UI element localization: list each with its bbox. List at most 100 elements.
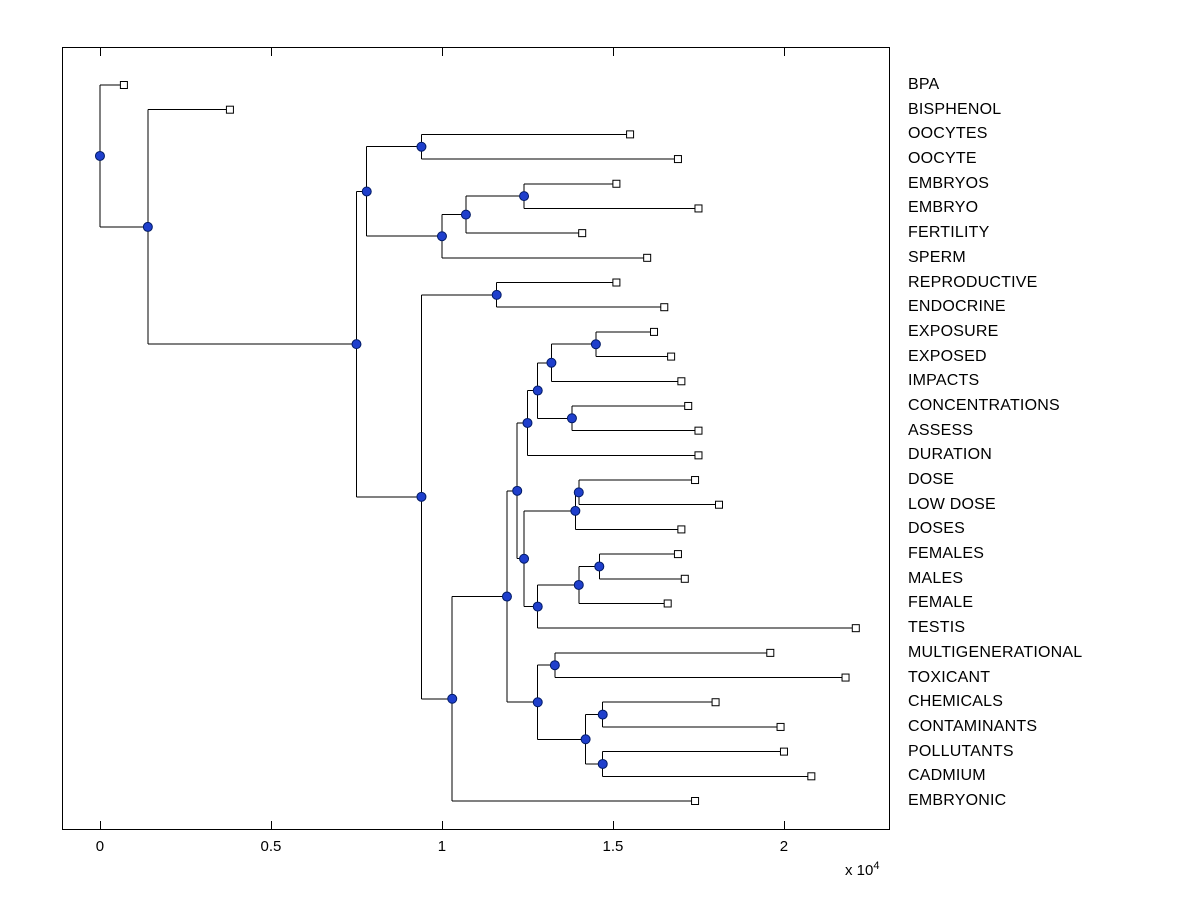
cluster-node-marker [361, 186, 372, 197]
leaf-marker [667, 352, 676, 361]
leaf-label: SPERM [908, 248, 966, 266]
cluster-node-marker [501, 591, 512, 602]
cluster-node-marker [549, 660, 560, 671]
scale-note-base: x 10 [845, 862, 874, 879]
leaf-label: ENDOCRINE [908, 298, 1006, 316]
cluster-node-marker [447, 693, 458, 704]
leaf-label: FEMALE [908, 594, 974, 612]
x-tick-label: 1.5 [602, 838, 624, 855]
leaf-marker [776, 722, 785, 731]
scale-note-exponent: 4 [873, 860, 880, 872]
leaf-marker [766, 648, 775, 657]
leaf-marker [841, 673, 850, 682]
leaf-label: CHEMICALS [908, 693, 1004, 711]
leaf-marker [680, 574, 689, 583]
x-tick-label: 1 [437, 838, 447, 855]
plot-area [62, 47, 890, 830]
cluster-node-marker [594, 561, 605, 572]
cluster-node-marker [512, 485, 523, 496]
leaf-marker [612, 179, 621, 188]
leaf-label: CONCENTRATIONS [908, 396, 1060, 414]
leaf-label: FERTILITY [908, 224, 990, 242]
leaf-marker [711, 698, 720, 707]
leaf-label: IMPACTS [908, 372, 980, 390]
x-tick-label: 0 [95, 838, 105, 855]
leaf-marker [578, 229, 587, 238]
cluster-node-marker [351, 339, 362, 350]
cluster-node-marker [566, 413, 577, 424]
leaf-label: BPA [908, 76, 940, 93]
leaf-label: EXPOSURE [908, 322, 999, 340]
leaf-marker [694, 204, 703, 213]
cluster-node-marker [570, 505, 581, 516]
leaf-label: FEMALES [908, 545, 985, 563]
leaf-marker [660, 303, 669, 312]
leaf-label: LOW DOSE [908, 495, 996, 513]
cluster-node-marker [573, 487, 584, 498]
axis-scale-note: x 104 [845, 860, 879, 879]
cluster-node-marker [416, 491, 427, 502]
leaf-label: BISPHENOL [908, 100, 1002, 118]
leaf-label: MALES [908, 569, 964, 587]
leaf-label: POLLUTANTS [908, 742, 1014, 760]
cluster-node-marker [532, 385, 543, 396]
leaf-label: EMBRYOS [908, 174, 990, 192]
cluster-node-marker [580, 734, 591, 745]
leaf-marker [677, 525, 686, 534]
leaf-label: OOCYTES [908, 125, 988, 143]
cluster-node-marker [460, 209, 471, 220]
leaf-label: OOCYTE [908, 150, 977, 168]
leaf-marker [119, 81, 128, 89]
leaf-marker [677, 377, 686, 386]
leaf-marker [851, 624, 860, 633]
leaf-label: ASSESS [908, 421, 974, 439]
leaf-marker [694, 426, 703, 435]
cluster-node-marker [519, 553, 530, 564]
leaf-marker [225, 105, 234, 114]
cluster-node-marker [436, 231, 447, 242]
leaf-marker [691, 797, 700, 805]
leaf-marker [714, 500, 723, 509]
leaf-marker [673, 550, 682, 559]
leaf-marker [684, 401, 693, 410]
leaf-label: CADMIUM [908, 767, 986, 785]
cluster-node-marker [491, 289, 502, 300]
cluster-node-marker [597, 758, 608, 769]
leaf-label: CONTAMINANTS [908, 717, 1038, 735]
leaf-marker [643, 253, 652, 262]
leaf-label: DOSES [908, 520, 966, 538]
cluster-node-marker [522, 417, 533, 428]
leaf-label: EMBRYONIC [908, 792, 1007, 809]
leaf-marker [673, 155, 682, 164]
leaf-label: EXPOSED [908, 347, 987, 365]
leaf-label: MULTIGENERATIONAL [908, 643, 1083, 661]
leaf-marker [691, 476, 700, 485]
cluster-node-marker [597, 709, 608, 720]
cluster-node-marker [532, 697, 543, 708]
x-tick-label: 0.5 [260, 838, 282, 855]
leaf-marker [650, 327, 659, 336]
leaf-marker [663, 599, 672, 608]
leaf-label: REPRODUCTIVE [908, 273, 1038, 291]
leaf-marker [612, 278, 621, 287]
cluster-node-marker [590, 339, 601, 350]
cluster-node-marker [94, 150, 105, 161]
cluster-node-marker [416, 141, 427, 152]
leaf-marker [779, 747, 788, 756]
axes-box [62, 47, 890, 830]
dendrogram-canvas [62, 47, 890, 830]
leaf-label: DOSE [908, 471, 955, 489]
cluster-node-marker [142, 221, 153, 232]
leaf-marker [807, 772, 816, 781]
leaf-label: EMBRYO [908, 199, 979, 217]
leaf-label: TESTIS [908, 619, 966, 637]
cluster-node-marker [546, 357, 557, 368]
cluster-node-marker [519, 191, 530, 202]
x-tick-label: 2 [779, 838, 789, 855]
leaf-marker [626, 130, 635, 139]
cluster-node-marker [573, 579, 584, 590]
leaf-marker [694, 451, 703, 460]
leaf-label: DURATION [908, 446, 992, 464]
leaf-label: TOXICANT [908, 668, 991, 686]
